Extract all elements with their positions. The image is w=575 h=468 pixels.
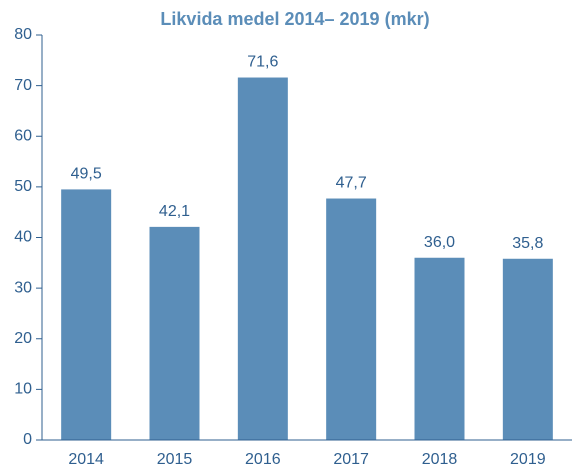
y-tick-label: 80 (14, 26, 32, 43)
value-label: 49,5 (71, 166, 102, 183)
x-tick-label: 2018 (422, 451, 458, 468)
value-label: 35,8 (512, 235, 543, 252)
value-label: 71,6 (247, 54, 278, 71)
y-tick-label: 0 (23, 431, 32, 448)
bar (502, 258, 553, 440)
value-label: 36,0 (424, 234, 455, 251)
bar (326, 198, 377, 440)
y-tick-label: 70 (14, 77, 32, 94)
bar (237, 77, 288, 441)
value-label: 42,1 (159, 203, 190, 220)
x-tick-label: 2014 (68, 451, 104, 468)
x-tick-label: 2015 (157, 451, 193, 468)
bar (61, 189, 112, 440)
y-tick-label: 10 (14, 381, 32, 398)
y-tick-label: 30 (14, 279, 32, 296)
bar (149, 226, 200, 440)
y-tick-label: 40 (14, 229, 32, 246)
y-tick-label: 20 (14, 330, 32, 347)
value-label: 47,7 (336, 175, 367, 192)
bar (414, 257, 465, 440)
chart-title: Likvida medel 2014– 2019 (mkr) (160, 9, 429, 29)
x-tick-label: 2017 (333, 451, 369, 468)
x-tick-label: 2016 (245, 451, 281, 468)
x-tick-label: 2019 (510, 451, 546, 468)
y-tick-label: 50 (14, 178, 32, 195)
y-tick-label: 60 (14, 127, 32, 144)
